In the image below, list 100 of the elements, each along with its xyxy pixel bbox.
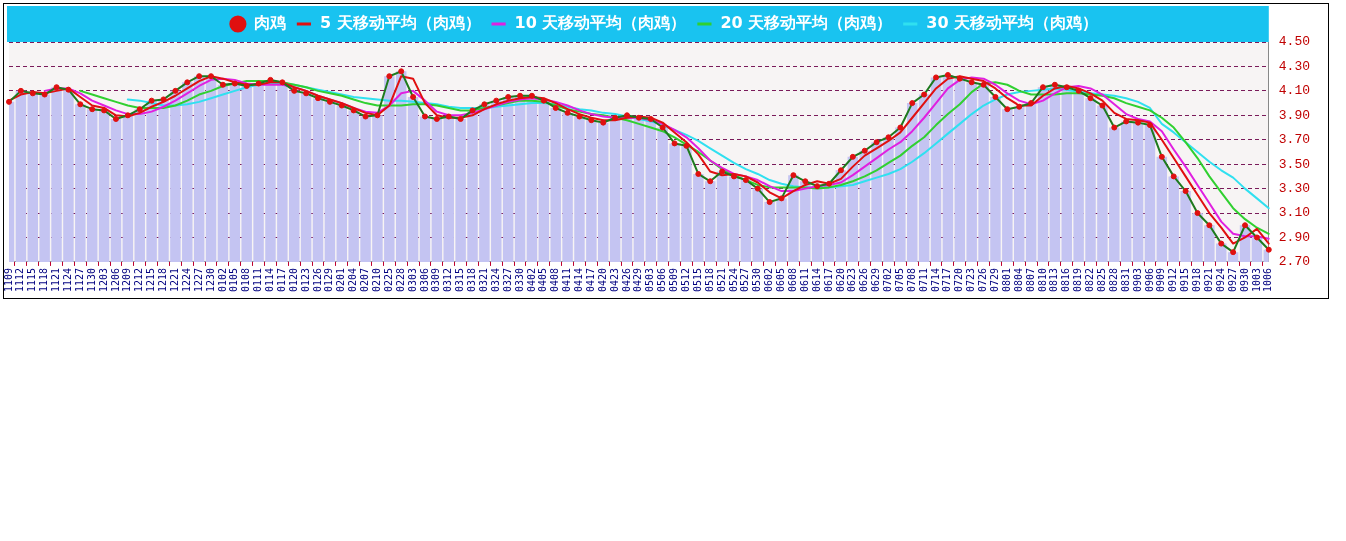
x-tick-label: 0617 — [822, 267, 834, 293]
x-tick-label: 0402 — [525, 267, 537, 293]
x-tick-label: 0620 — [834, 267, 846, 293]
x-tick-label: 0909 — [1155, 267, 1167, 293]
y-tick-label: 2.90 — [1278, 229, 1311, 245]
x-tick-label: 0623 — [846, 267, 858, 293]
x-tick-label: 0726 — [977, 267, 989, 293]
x-tick-label: 0831 — [1119, 267, 1131, 293]
x-tick-label: 0207 — [359, 267, 371, 293]
x-tick-label: 0225 — [382, 267, 394, 293]
x-tick-label: 0714 — [929, 267, 941, 293]
y-tick-label: 3.30 — [1278, 181, 1311, 197]
x-tick-label: 0912 — [1167, 267, 1179, 293]
x-tick-label: 0518 — [703, 267, 715, 293]
x-tick-label: 0503 — [644, 267, 656, 293]
x-tick-label: 0515 — [691, 267, 703, 293]
x-tick-label: 0312 — [442, 267, 454, 293]
y-tick-label: 3.50 — [1278, 156, 1311, 172]
x-tick-label: 0804 — [1012, 267, 1024, 293]
x-tick-label: 1227 — [192, 267, 204, 293]
x-tick-label: 0927 — [1226, 267, 1238, 293]
x-tick-label: 0330 — [513, 267, 525, 293]
x-tick-label: 0611 — [798, 267, 810, 293]
x-tick-label: 0521 — [715, 267, 727, 293]
x-tick-label: 0828 — [1107, 267, 1119, 293]
x-tick-label: 0729 — [989, 267, 1001, 293]
x-tick-label: 0102 — [216, 267, 228, 293]
x-tick-label: 0210 — [371, 267, 383, 293]
x-tick-label: 0717 — [941, 267, 953, 293]
y-tick-label: 4.50 — [1278, 34, 1311, 50]
x-tick-label: 1218 — [157, 267, 169, 293]
x-tick-label: 0129 — [323, 267, 335, 293]
x-tick-label: 1127 — [73, 267, 85, 293]
x-tick-label: 1224 — [180, 267, 192, 293]
x-tick-label: 0411 — [561, 267, 573, 293]
x-tick-label: 1124 — [62, 267, 74, 293]
x-tick-label: 0810 — [1036, 267, 1048, 293]
legend-label: 5 天移动平均（肉鸡） — [319, 13, 481, 33]
x-tick-label: 0524 — [727, 267, 739, 293]
x-tick-label: 0530 — [751, 267, 763, 293]
x-tick-label: 0120 — [287, 267, 299, 293]
x-tick-label: 0201 — [335, 267, 347, 293]
x-tick-label: 0602 — [763, 267, 775, 293]
x-tick-label: 1203 — [97, 267, 109, 293]
x-tick-label: 1230 — [204, 267, 216, 293]
x-tick-label: 0423 — [608, 267, 620, 293]
x-tick-label: 0705 — [893, 267, 905, 293]
x-tick-label: 0429 — [632, 267, 644, 293]
x-tick-label: 0414 — [573, 267, 585, 293]
x-tick-label: 0720 — [953, 267, 965, 293]
x-tick-label: 1209 — [121, 267, 133, 293]
y-tick-label: 4.10 — [1278, 83, 1311, 99]
x-tick-label: 0126 — [311, 267, 323, 293]
x-tick-label: 0318 — [466, 267, 478, 293]
y-tick-label: 2.70 — [1278, 254, 1311, 270]
x-tick-label: 0426 — [620, 267, 632, 293]
legend-label: 30 天移动平均（肉鸡） — [926, 13, 1099, 33]
legend-label: 10 天移动平均（肉鸡） — [514, 13, 687, 33]
x-tick-label: 1221 — [168, 267, 180, 293]
x-tick-label: 0915 — [1179, 267, 1191, 293]
x-tick-label: 0626 — [858, 267, 870, 293]
x-tick-label: 0309 — [430, 267, 442, 293]
x-tick-label: 1115 — [26, 267, 38, 293]
x-tick-label: 0108 — [240, 267, 252, 293]
x-tick-label: 0819 — [1072, 267, 1084, 293]
x-tick-label: 1215 — [145, 267, 157, 293]
x-tick-label: 0813 — [1048, 267, 1060, 293]
x-tick-label: 0228 — [394, 267, 406, 293]
x-tick-label: 0807 — [1024, 267, 1036, 293]
x-tick-label: 0324 — [489, 267, 501, 293]
y-tick-label: 4.30 — [1278, 58, 1311, 74]
x-tick-label: 1206 — [109, 267, 121, 293]
x-tick-label: 0906 — [1143, 267, 1155, 293]
x-tick-label: 0315 — [454, 267, 466, 293]
x-tick-label: 0417 — [584, 267, 596, 293]
x-tick-label: 0825 — [1096, 267, 1107, 293]
x-tick-label: 0114 — [264, 267, 276, 293]
x-tick-label: 0608 — [786, 267, 798, 293]
x-tick-label: 0321 — [477, 267, 489, 293]
x-tick-label: 1003 — [1250, 267, 1262, 293]
x-tick-label: 0117 — [275, 267, 287, 293]
x-tick-label: 0111 — [252, 267, 264, 293]
x-tick-label: 0405 — [537, 267, 549, 293]
x-tick-label: 0506 — [656, 267, 668, 293]
x-tick-label: 0303 — [406, 267, 418, 293]
x-tick-label: 1121 — [50, 267, 62, 293]
x-tick-label: 0921 — [1202, 267, 1214, 293]
x-tick-label: 0629 — [870, 267, 882, 293]
x-tick-label: 1212 — [133, 267, 145, 293]
x-tick-label: 0204 — [347, 267, 359, 293]
x-tick-label: 0605 — [775, 267, 787, 293]
x-tick-label: 0801 — [1000, 267, 1012, 293]
x-tick-label: 0509 — [668, 267, 680, 293]
x-tick-label: 0816 — [1060, 267, 1072, 293]
x-tick-label: 0306 — [418, 267, 430, 293]
x-tick-label: 1130 — [85, 267, 97, 293]
x-tick-label: 1118 — [38, 267, 50, 293]
x-tick-label: 1109 — [2, 267, 14, 293]
x-tick-label: 0711 — [917, 267, 929, 293]
x-tick-label: 0930 — [1238, 267, 1250, 293]
